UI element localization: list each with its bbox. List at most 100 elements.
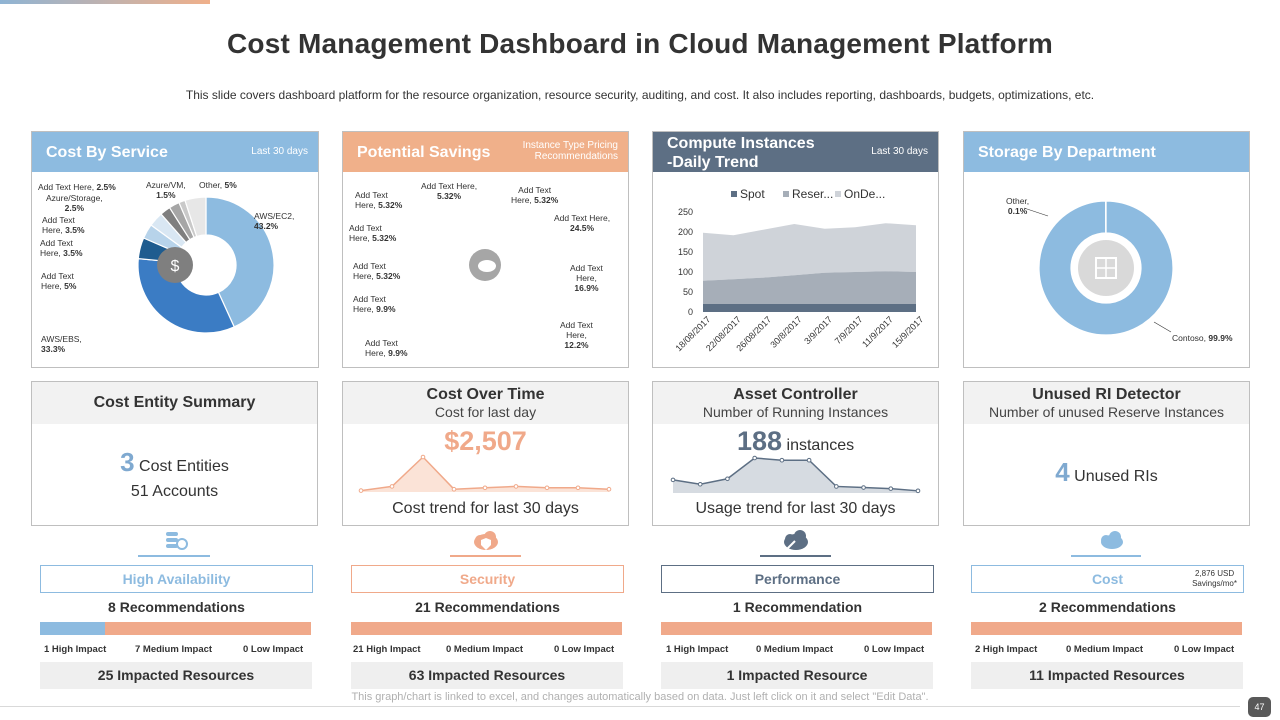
usage-trend-point: [670, 477, 676, 483]
cost-trend-point: [482, 485, 488, 491]
card-header: Cost Over Time Cost for last day: [343, 382, 628, 424]
sbd-label-contoso: Contoso, 99.9%: [1172, 333, 1233, 343]
asset-controller-card: Asset Controller Number of Running Insta…: [652, 381, 939, 526]
card-title: Cost Over Time: [426, 386, 545, 403]
svg-text:$: $: [171, 258, 180, 275]
card-subtitle: Number of Running Instances: [702, 404, 889, 420]
high-availability-category[interactable]: High Availability: [40, 565, 313, 593]
cloud-dollar-icon: [1071, 531, 1141, 557]
card-subtitle: Cost for last day: [434, 404, 537, 420]
cbs-label-9: AWS/EC2, 43.2%: [254, 211, 295, 231]
card-header: Cost Entity Summary: [32, 382, 317, 424]
unused-ri-count: 4 Unused RIs: [1055, 457, 1158, 487]
card-header: Asset Controller Number of Running Insta…: [653, 382, 938, 424]
panel-title: Cost By Service: [46, 144, 168, 161]
impact-high: 21 High Impact: [353, 644, 421, 655]
area-series-OnDe...: [703, 223, 916, 281]
impact-low: 0 Low Impact: [243, 644, 304, 655]
performance-impacted-resources: 1 Impacted Resource: [661, 662, 933, 689]
cost-by-service-header: Cost By Service Last 30 days: [32, 132, 318, 172]
legend-label: Reser...: [792, 187, 833, 201]
y-tick-label: 100: [678, 267, 693, 277]
potential-savings-donut: [469, 249, 501, 281]
cbs-label-5: Add Text Here, 3.5%: [42, 215, 85, 235]
performance-category[interactable]: Performance: [661, 565, 934, 593]
unused-ri-detector-card: Unused RI Detector Number of unused Rese…: [963, 381, 1250, 526]
usage-trend-point: [834, 484, 839, 489]
area-series-Spot: [703, 304, 916, 312]
ps-label-2: Add Text Here, 5.32%: [421, 181, 478, 201]
impact-low: 0 Low Impact: [554, 644, 615, 655]
impact-high: 1 High Impact: [44, 644, 107, 655]
panel-title: Compute Instances -Daily Trend: [667, 135, 815, 171]
storage-slice-1: [1038, 200, 1174, 336]
usage-trend-point: [725, 476, 730, 482]
cost-recommendations: 2 Recommendations: [1039, 599, 1176, 615]
impact-medium: 7 Medium Impact: [135, 644, 213, 655]
y-tick-label: 250: [678, 207, 693, 217]
x-tick-label: 15/9/2017: [890, 314, 925, 349]
cost-trend-point: [575, 485, 581, 491]
sbd-label-other: Other, 0.1%: [1006, 196, 1030, 216]
card-title: Asset Controller: [733, 386, 858, 403]
security-category[interactable]: Security: [351, 565, 624, 593]
ps-label-10: Add Text Here, 9.9%: [365, 338, 408, 358]
legend-label: OnDe...: [844, 187, 885, 201]
cbs-label-6: Add Text Here, 3.5%: [40, 238, 83, 258]
security-impacted-resources: 63 Impacted Resources: [351, 662, 623, 689]
cost-over-time-card: Cost Over Time Cost for last day $2,507 …: [342, 381, 629, 526]
card-footer: Cost trend for last 30 days: [392, 500, 579, 517]
cost-trend-sparkline: [358, 454, 612, 493]
security-impact-bar: [351, 622, 622, 635]
cost-entities-count: 3 Cost Entities: [120, 447, 229, 477]
cost-value: $2,507: [444, 426, 527, 456]
impact-high: 1 High Impact: [666, 644, 729, 655]
cost-trend-point: [389, 484, 395, 489]
page-number: 47: [1248, 697, 1271, 717]
ha-impact-bar-fill: [40, 622, 106, 635]
cost-impacted-resources: 11 Impacted Resources: [971, 662, 1243, 689]
potential-savings-panel: Potential Savings Instance Type Pricing R…: [342, 131, 629, 368]
cbs-label-7: Add Text Here, 5%: [41, 271, 77, 291]
footer-divider: [0, 706, 1240, 707]
legend-swatch: [835, 191, 841, 197]
cost-trend-point: [358, 488, 364, 493]
panel-title: Potential Savings: [357, 144, 491, 161]
impact-low: 0 Low Impact: [1174, 644, 1235, 655]
x-tick-label: 3/9/2017: [802, 314, 834, 346]
compute-instances-area-chart: Spot Reser... OnDe...25020015010050018/08/…: [673, 187, 925, 353]
page-title: Cost Management Dashboard in Cloud Manag…: [227, 28, 1053, 59]
cost-impact-bar-fill: [971, 622, 1242, 635]
usage-trend-point: [752, 455, 757, 461]
impact-medium: 0 Medium Impact: [756, 644, 834, 655]
card-subtitle: Number of unused Reserve Instances: [988, 404, 1224, 420]
money-bag-hand-icon: [157, 247, 193, 283]
cost-by-service-donut: $: [137, 196, 275, 334]
usage-trend-point: [806, 457, 812, 463]
usage-trend-fill: [673, 458, 918, 493]
legend-swatch: [731, 191, 737, 197]
ha-recommendations: 8 Recommendations: [108, 599, 245, 615]
area-series-Reser...: [703, 271, 916, 304]
database-gear-icon: [138, 532, 210, 557]
performance-impact-bar: [661, 622, 932, 635]
instances-count: 188 instances: [737, 426, 855, 456]
usage-trend-point: [861, 485, 866, 490]
ha-impacted-resources: 25 Impacted Resources: [40, 662, 312, 689]
legend-label: Spot: [740, 187, 765, 201]
page-subtitle: This slide covers dashboard platform for…: [185, 88, 1095, 102]
cost-service-slice-1: [205, 196, 275, 328]
recommendation-icons: [138, 530, 1141, 557]
y-tick-label: 200: [678, 227, 693, 237]
impact-medium: 0 Medium Impact: [446, 644, 524, 655]
performance-recommendations: 1 Recommendation: [732, 599, 863, 615]
storage-donut: [1023, 200, 1174, 336]
cost-category[interactable]: Cost 2,876 USD Savings/mo*: [971, 565, 1244, 593]
cost-trend-point: [513, 484, 519, 489]
security-recommendations: 21 Recommendations: [415, 599, 560, 615]
impact-high: 2 High Impact: [975, 644, 1038, 655]
card-title: Cost Entity Summary: [93, 394, 256, 411]
card-header: Unused RI Detector Number of unused Rese…: [964, 382, 1249, 424]
usage-trend-line: [672, 457, 919, 492]
y-tick-label: 150: [678, 247, 693, 257]
